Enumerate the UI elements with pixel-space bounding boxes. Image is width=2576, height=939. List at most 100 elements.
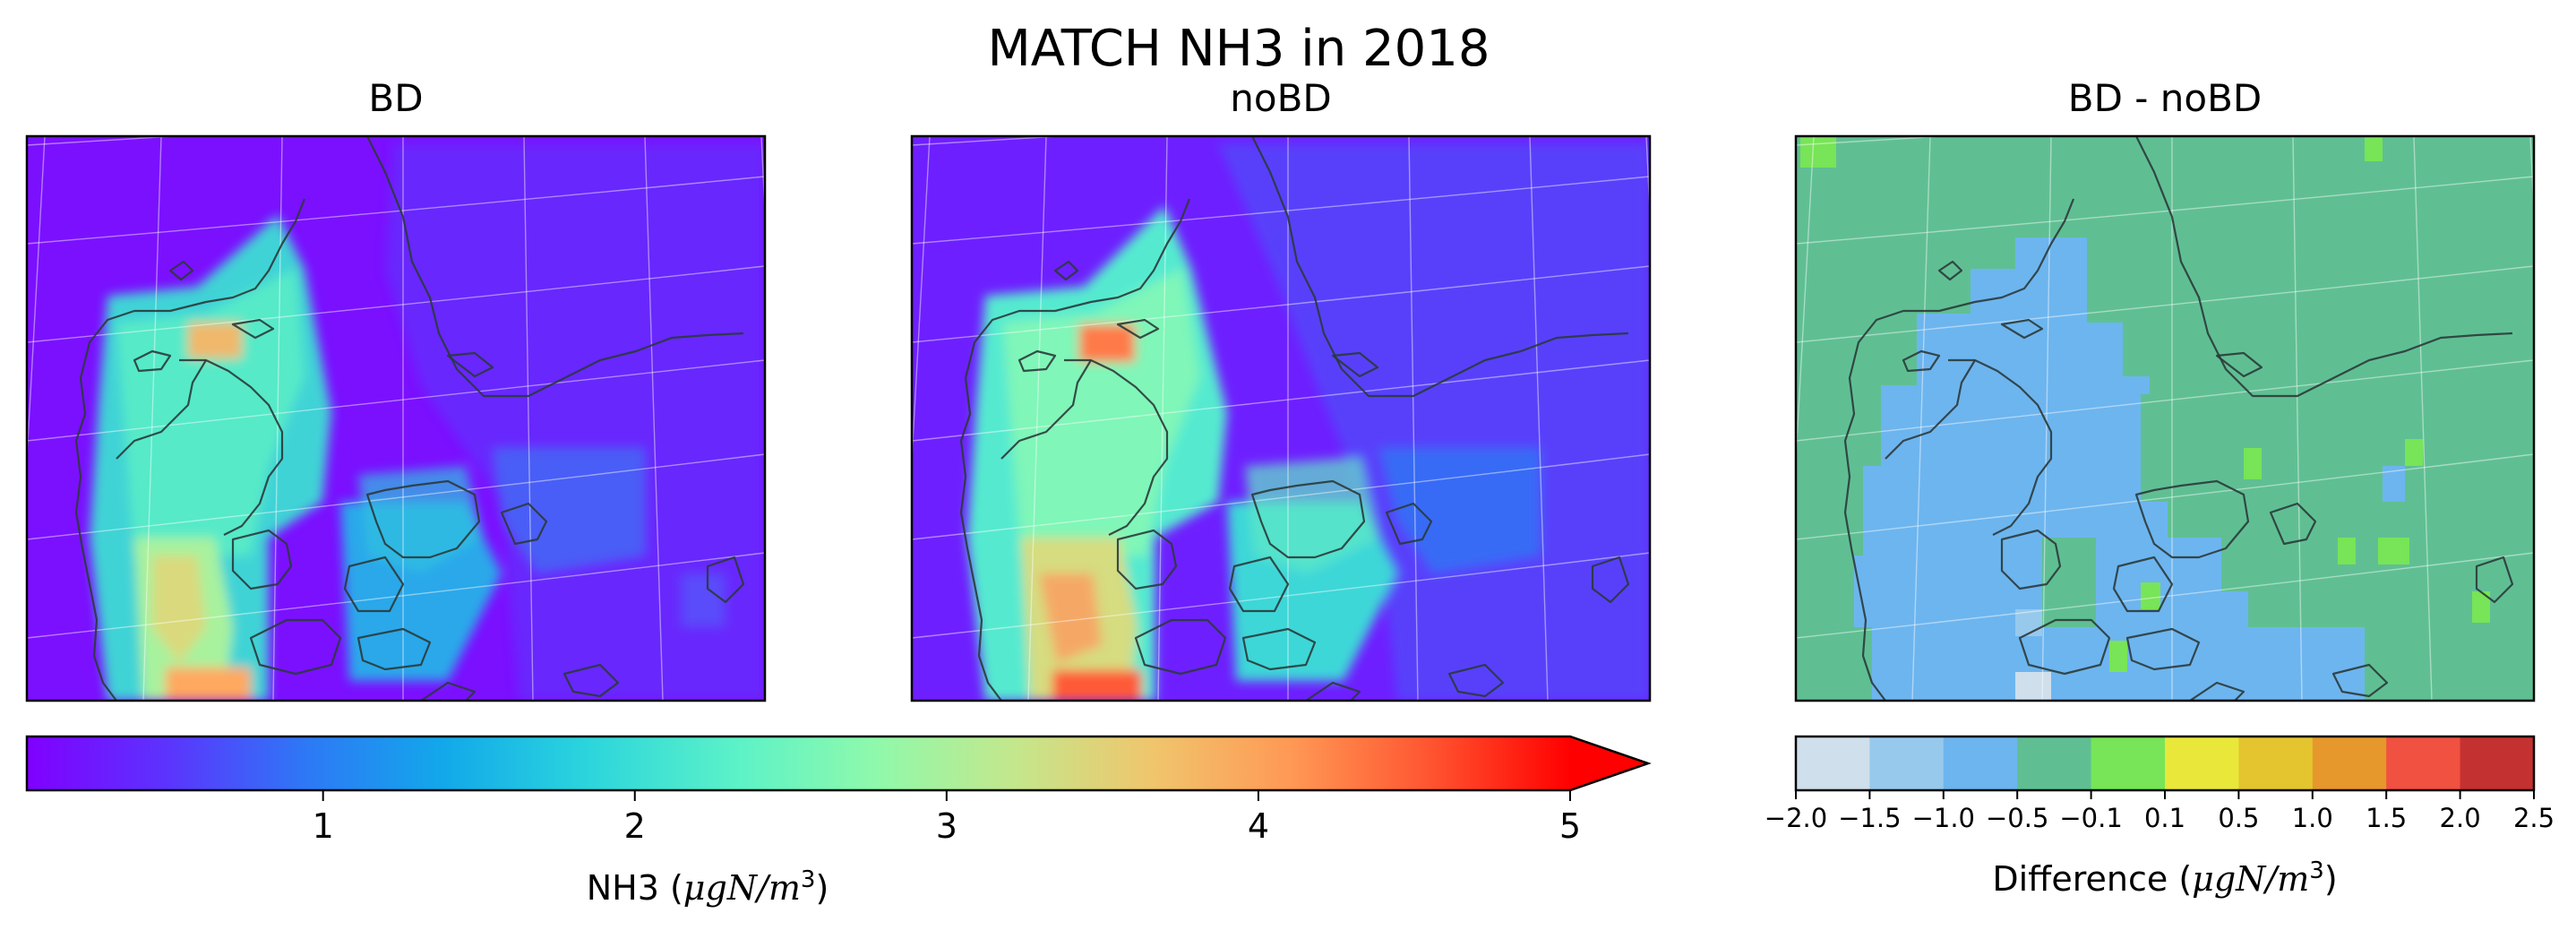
coastline xyxy=(2331,663,2389,698)
coastline xyxy=(231,318,275,340)
graticule-line xyxy=(1157,136,1168,701)
coastline xyxy=(2000,529,2062,590)
graticule-line xyxy=(1796,136,1954,146)
coastline xyxy=(1064,358,1169,536)
coastline xyxy=(2018,618,2111,676)
coastline xyxy=(2000,318,2044,340)
coastline xyxy=(1241,627,1317,671)
difference-colorbar-cell xyxy=(2165,737,2239,790)
coastline xyxy=(1591,556,1630,604)
difference-colorbar: −2.0 −1.5 −1.0 −0.5 −0.1 0.1 0.5 1.0 1.5 2.0 2.5 D… xyxy=(1765,735,2555,899)
coastline xyxy=(1228,556,1290,613)
coastline xyxy=(1250,479,1366,559)
graticule-line xyxy=(912,136,1070,146)
graticule-line xyxy=(27,453,765,540)
nh3-colorbar-tick-label: 2 xyxy=(624,806,646,846)
coastline xyxy=(116,359,207,460)
coastline xyxy=(179,358,284,536)
difference-colorbar-cell xyxy=(2238,737,2314,790)
coastline xyxy=(1018,349,1057,373)
coastline xyxy=(343,556,405,613)
difference-colorbar-tick-label: 1.5 xyxy=(2366,803,2407,833)
map-frame-difference xyxy=(1794,134,2536,702)
difference-colorbar-tick-label: −1.5 xyxy=(1838,803,1901,833)
coastline xyxy=(2134,479,2250,559)
graticule-line xyxy=(2413,136,2433,701)
concentration-field xyxy=(90,143,765,701)
graticule-line xyxy=(1796,453,2534,540)
map-panel-difference xyxy=(1796,136,2534,701)
coastline xyxy=(2269,502,2317,546)
map-overlay-bd xyxy=(27,136,765,701)
difference-colorbar-tick-label: 1.0 xyxy=(2292,803,2333,833)
difference-colorbar-tick-label: 0.1 xyxy=(2144,803,2185,833)
graticule-line xyxy=(27,176,765,245)
graticule-line xyxy=(1796,359,2534,442)
graticule-line xyxy=(27,136,46,470)
coastline xyxy=(959,198,1191,701)
coastline xyxy=(1447,663,1505,698)
coastline xyxy=(1937,260,1963,281)
nh3-colorbar-label-suffix: ) xyxy=(815,868,829,908)
coastline xyxy=(2475,556,2514,604)
difference-colorbar-cells xyxy=(1796,737,2535,790)
coastline xyxy=(1385,502,1433,546)
coastline xyxy=(2135,136,2513,398)
map-layers xyxy=(912,136,1650,701)
coastline xyxy=(500,502,548,546)
difference-colorbar-tick-label: −0.1 xyxy=(2059,803,2122,833)
map-frame-bd xyxy=(25,134,767,702)
nh3-colorbar-extend-arrow xyxy=(1570,737,1648,790)
graticule-line xyxy=(1796,136,1815,470)
map-panel-bd xyxy=(27,136,765,701)
coastline xyxy=(1331,351,1379,378)
graticule-line xyxy=(142,136,162,701)
nh3-colorbar-gradient xyxy=(27,737,1570,790)
graticule-line xyxy=(272,136,283,701)
difference-colorbar-cell xyxy=(1943,737,2018,790)
map-panel-nobd xyxy=(912,136,1650,701)
figure-title: MATCH NH3 in 2018 xyxy=(987,20,1490,78)
coastline xyxy=(706,556,745,604)
coastline xyxy=(1948,358,2053,536)
difference-colorbar-tick-label: −1.0 xyxy=(1912,803,1975,833)
graticule-line xyxy=(1911,136,1931,701)
difference-colorbar-cell xyxy=(2017,737,2092,790)
map-overlay-difference xyxy=(1796,136,2534,701)
graticule-line xyxy=(523,136,534,701)
difference-colorbar-cell xyxy=(1869,737,1945,790)
coastline xyxy=(249,618,342,676)
coastline xyxy=(1885,359,1976,460)
panel-title-difference: BD - noBD xyxy=(2068,76,2262,120)
map-frame-nobd xyxy=(910,134,1652,702)
difference-colorbar-label-unit: μgN/m xyxy=(2192,859,2309,899)
coastline xyxy=(133,349,172,373)
difference-colorbar-cell xyxy=(2091,737,2166,790)
nh3-colorbar-label-prefix: NH3 ( xyxy=(587,868,683,908)
difference-colorbar-ticks: −2.0 −1.5 −1.0 −0.5 −0.1 0.1 0.5 1.0 1.5 2.0 2.5 xyxy=(1765,790,2555,833)
map-layers xyxy=(27,136,765,701)
coastline xyxy=(562,663,620,698)
nh3-colorbar-tick-label: 4 xyxy=(1248,806,1269,846)
nh3-colorbar-outline xyxy=(25,735,1652,792)
difference-colorbar-cell xyxy=(2460,737,2535,790)
coastline xyxy=(1116,318,1160,340)
graticule-line xyxy=(644,136,664,701)
graticule-line xyxy=(912,453,1650,540)
coastline xyxy=(419,681,477,701)
coastline xyxy=(1843,198,2075,701)
coastline xyxy=(168,260,194,281)
nh3-colorbar-tick-label: 3 xyxy=(936,806,957,846)
coastline xyxy=(356,627,432,671)
nh3-colorbar-label-unit: μgN/m xyxy=(683,868,801,908)
graticule-line xyxy=(27,265,765,343)
nh3-colorbar-tick-label: 5 xyxy=(1559,806,1581,846)
difference-colorbar-tick-label: −0.5 xyxy=(1986,803,2048,833)
coastline xyxy=(1134,618,1227,676)
map-overlay-nobd xyxy=(912,136,1650,701)
graticule-line xyxy=(1408,136,1419,701)
difference-colorbar-cell xyxy=(1796,737,1870,790)
coastline xyxy=(1902,349,1941,373)
coastline xyxy=(365,479,481,559)
